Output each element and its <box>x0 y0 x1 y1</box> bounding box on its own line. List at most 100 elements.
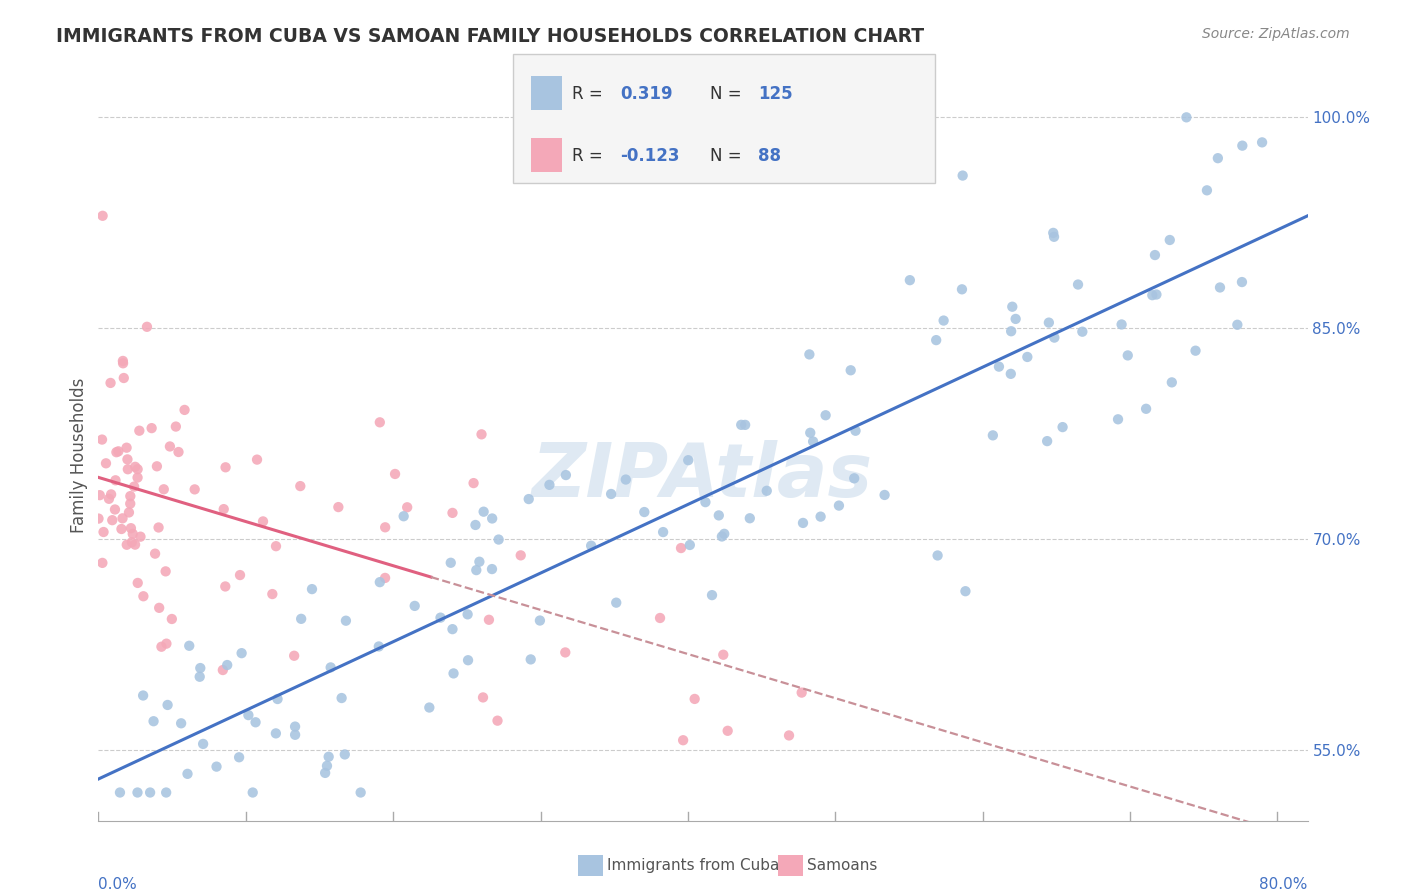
Point <box>124 459 146 474</box>
Point <box>108 785 131 799</box>
Point <box>1038 316 1060 330</box>
Point <box>981 428 1004 442</box>
Point <box>264 726 287 740</box>
Point <box>734 417 756 432</box>
Point <box>105 445 128 459</box>
Point <box>486 714 509 728</box>
Text: N =: N = <box>710 85 747 103</box>
Point <box>127 576 149 591</box>
Point <box>335 614 357 628</box>
Point <box>314 765 336 780</box>
Point <box>127 462 149 476</box>
Point <box>328 500 350 514</box>
Point <box>1232 138 1254 153</box>
Point <box>1142 288 1164 302</box>
Point <box>316 759 339 773</box>
Point <box>1175 111 1198 125</box>
Point <box>211 663 233 677</box>
Point <box>231 646 253 660</box>
Point <box>284 720 307 734</box>
Point <box>142 714 165 729</box>
Point <box>828 499 851 513</box>
Point <box>148 520 170 534</box>
Text: Source: ZipAtlas.com: Source: ZipAtlas.com <box>1202 27 1350 41</box>
Point <box>799 425 821 440</box>
Point <box>120 497 142 511</box>
Point <box>478 613 501 627</box>
Point <box>1111 318 1133 332</box>
Point <box>97 491 120 506</box>
Point <box>290 612 312 626</box>
Point <box>1206 151 1229 165</box>
Point <box>1251 136 1274 150</box>
Point <box>167 445 190 459</box>
Point <box>404 599 426 613</box>
Point <box>955 584 977 599</box>
Point <box>124 538 146 552</box>
Text: -0.123: -0.123 <box>620 147 679 165</box>
Point <box>1184 343 1206 358</box>
Text: Immigrants from Cuba: Immigrants from Cuba <box>607 858 780 872</box>
Point <box>176 767 198 781</box>
Point <box>1159 233 1181 247</box>
Text: 80.0%: 80.0% <box>1260 877 1308 892</box>
Point <box>132 689 155 703</box>
Point <box>1043 229 1066 244</box>
Point <box>139 785 162 799</box>
Point <box>333 747 356 762</box>
Point <box>93 524 115 539</box>
Point <box>205 759 228 773</box>
Point <box>472 505 495 519</box>
Point <box>605 596 627 610</box>
Point <box>441 506 464 520</box>
Point <box>1144 287 1167 301</box>
Point <box>468 555 491 569</box>
Point <box>120 489 142 503</box>
Point <box>700 588 723 602</box>
Point <box>115 538 138 552</box>
Point <box>368 415 391 429</box>
Point <box>121 535 143 549</box>
Point <box>111 354 134 368</box>
Point <box>284 728 307 742</box>
Point <box>100 487 122 501</box>
Point <box>579 539 602 553</box>
Point <box>94 456 117 470</box>
Point <box>117 462 139 476</box>
Point <box>165 419 187 434</box>
Point <box>148 600 170 615</box>
Point <box>792 516 814 530</box>
Text: 125: 125 <box>758 85 793 103</box>
Point <box>87 511 110 525</box>
Point <box>160 612 183 626</box>
Point <box>127 785 149 799</box>
Point <box>120 521 142 535</box>
Point <box>91 556 114 570</box>
Point <box>129 530 152 544</box>
Point <box>318 749 340 764</box>
Text: 0.0%: 0.0% <box>98 877 138 892</box>
Point <box>266 692 288 706</box>
Point <box>554 468 576 483</box>
Point <box>950 282 973 296</box>
Point <box>1226 318 1249 332</box>
Point <box>262 587 284 601</box>
Point <box>301 582 323 596</box>
Point <box>100 376 122 390</box>
Point <box>481 511 503 525</box>
Point <box>150 640 173 654</box>
Text: R =: R = <box>572 147 609 165</box>
Point <box>952 169 974 183</box>
Text: Samoans: Samoans <box>807 858 877 872</box>
Point <box>330 691 353 706</box>
Point <box>112 371 135 385</box>
Point <box>814 409 837 423</box>
Point <box>290 479 312 493</box>
Point <box>1000 324 1022 338</box>
Point <box>396 500 419 515</box>
Text: N =: N = <box>710 147 747 165</box>
Point <box>932 313 955 327</box>
Point <box>799 347 821 361</box>
Point <box>350 785 373 799</box>
Point <box>457 653 479 667</box>
